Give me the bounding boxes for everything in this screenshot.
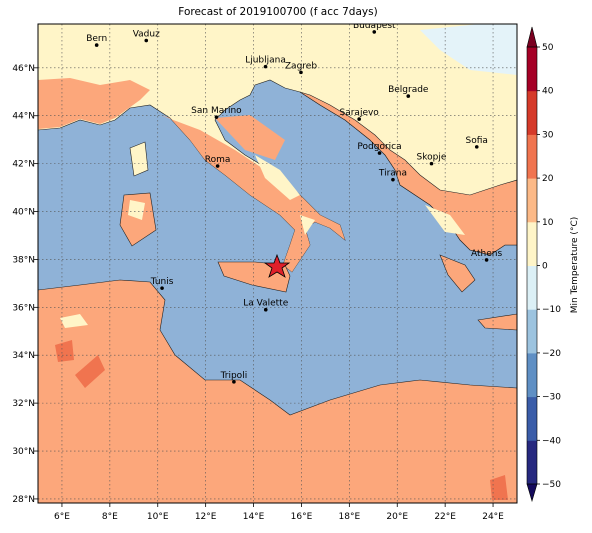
axes: 6°E 8°E 10°E 12°E 14°E 16°E 18°E 20°E 22°E 24°E 28… xyxy=(12,64,504,522)
balkan-coast xyxy=(299,91,517,331)
y-tick-label: 44°N xyxy=(12,112,35,122)
y-tick-label: 38°N xyxy=(12,255,35,265)
x-tick-label: 8°E xyxy=(102,512,118,522)
colorbar-tick-label: 50 xyxy=(542,43,554,53)
colorbar-tick-label: −30 xyxy=(542,393,561,403)
y-tick-label: 34°N xyxy=(12,351,35,361)
colorbar-band xyxy=(527,47,537,92)
x-tick-label: 22°E xyxy=(434,512,456,522)
city-dot xyxy=(391,177,395,182)
city-dot xyxy=(299,70,303,75)
city-dot xyxy=(474,145,479,149)
city-label: Athens xyxy=(471,249,502,259)
y-tick-label: 42°N xyxy=(12,160,35,170)
colorbar-band xyxy=(527,90,537,135)
city-dot xyxy=(406,94,411,98)
x-tick-label: 14°E xyxy=(243,512,265,522)
colorbar-tick-label: 10 xyxy=(542,218,554,228)
north-africa xyxy=(38,279,517,503)
colorbar-tick-label: 0 xyxy=(542,262,548,272)
y-tick-label: 40°N xyxy=(12,208,35,218)
city-dot xyxy=(144,38,149,43)
colorbar-band xyxy=(527,178,537,223)
city-label: Zagreb xyxy=(285,61,317,71)
colorbar-band xyxy=(527,396,537,441)
colorbar-tick-label: −50 xyxy=(542,480,561,490)
city-dot xyxy=(160,286,164,290)
x-tick-label: 20°E xyxy=(386,512,408,522)
city-dot xyxy=(215,164,220,168)
y-tick-label: 46°N xyxy=(12,64,35,74)
city-label: Tripoli xyxy=(220,371,248,381)
colorbar-tick-label: −40 xyxy=(542,436,561,446)
colorbar: −50 −40 −30 −20 −10 0 10 20 30 40 50 xyxy=(526,26,561,503)
map-frame xyxy=(37,23,518,504)
city-dot xyxy=(357,117,361,121)
colorbar-tick-label: 40 xyxy=(542,87,554,97)
city-label: San Marino xyxy=(191,106,242,116)
x-tick-label: 12°E xyxy=(195,512,217,522)
y-tick-label: 32°N xyxy=(12,399,35,409)
colorbar-band xyxy=(527,265,537,310)
city-label: Roma xyxy=(205,155,231,165)
x-tick-label: 18°E xyxy=(339,512,361,522)
city-dot xyxy=(372,30,377,34)
city-dot xyxy=(484,258,489,262)
corsica xyxy=(129,141,149,177)
city-dot xyxy=(429,161,434,166)
title: Forecast of 2019100700 (f acc 7days) xyxy=(178,6,377,18)
city-label: Tunis xyxy=(150,277,174,287)
y-tick-label: 36°N xyxy=(12,303,35,313)
city-dot xyxy=(263,64,268,69)
colorbar-tick-label: −20 xyxy=(542,349,561,359)
sardinia xyxy=(119,192,157,247)
city-label: Ljubljana xyxy=(245,56,286,66)
x-tick-label: 10°E xyxy=(147,512,169,522)
x-tick-label: 6°E xyxy=(54,512,70,522)
colorbar-label: Min Temperature (°C) xyxy=(570,217,580,314)
city-label: Budapest xyxy=(353,21,396,31)
y-tick-label: 30°N xyxy=(12,447,35,457)
colorbar-tick-label: 20 xyxy=(542,174,554,184)
colorbar-band xyxy=(527,134,537,179)
city-dot xyxy=(377,151,382,155)
cool-ridge xyxy=(255,155,315,235)
city-label: Sofia xyxy=(466,136,488,146)
city-dot xyxy=(232,380,236,384)
city-label: Skopje xyxy=(417,153,447,163)
colorbar-band xyxy=(527,221,537,266)
city-dot xyxy=(263,307,268,312)
city-dot xyxy=(214,115,219,119)
sardinia-cool xyxy=(128,200,145,220)
city-label: Vaduz xyxy=(133,30,160,40)
y-tick-label: 28°N xyxy=(12,495,35,505)
x-tick-label: 16°E xyxy=(291,512,313,522)
x-tick-label: 24°E xyxy=(482,512,504,522)
city-dot xyxy=(94,43,99,47)
city-label: Podgorica xyxy=(357,142,401,152)
city-label: La Valette xyxy=(243,299,288,309)
colorbar-band xyxy=(527,352,537,398)
city-label: Sarajevo xyxy=(340,108,380,118)
colorbar-over xyxy=(526,26,538,48)
colorbar-tick-label: 30 xyxy=(542,130,554,140)
colorbar-band xyxy=(527,440,537,485)
colorbar-band xyxy=(527,309,537,354)
city-label: Tirana xyxy=(378,169,407,179)
colorbar-under xyxy=(526,483,538,503)
warm-patch xyxy=(38,78,345,272)
city-label: Bern xyxy=(86,34,107,44)
city-label: Belgrade xyxy=(388,85,429,95)
colorbar-tick-label: −10 xyxy=(542,305,561,315)
africa-cool xyxy=(60,314,88,328)
event-star xyxy=(263,253,291,278)
